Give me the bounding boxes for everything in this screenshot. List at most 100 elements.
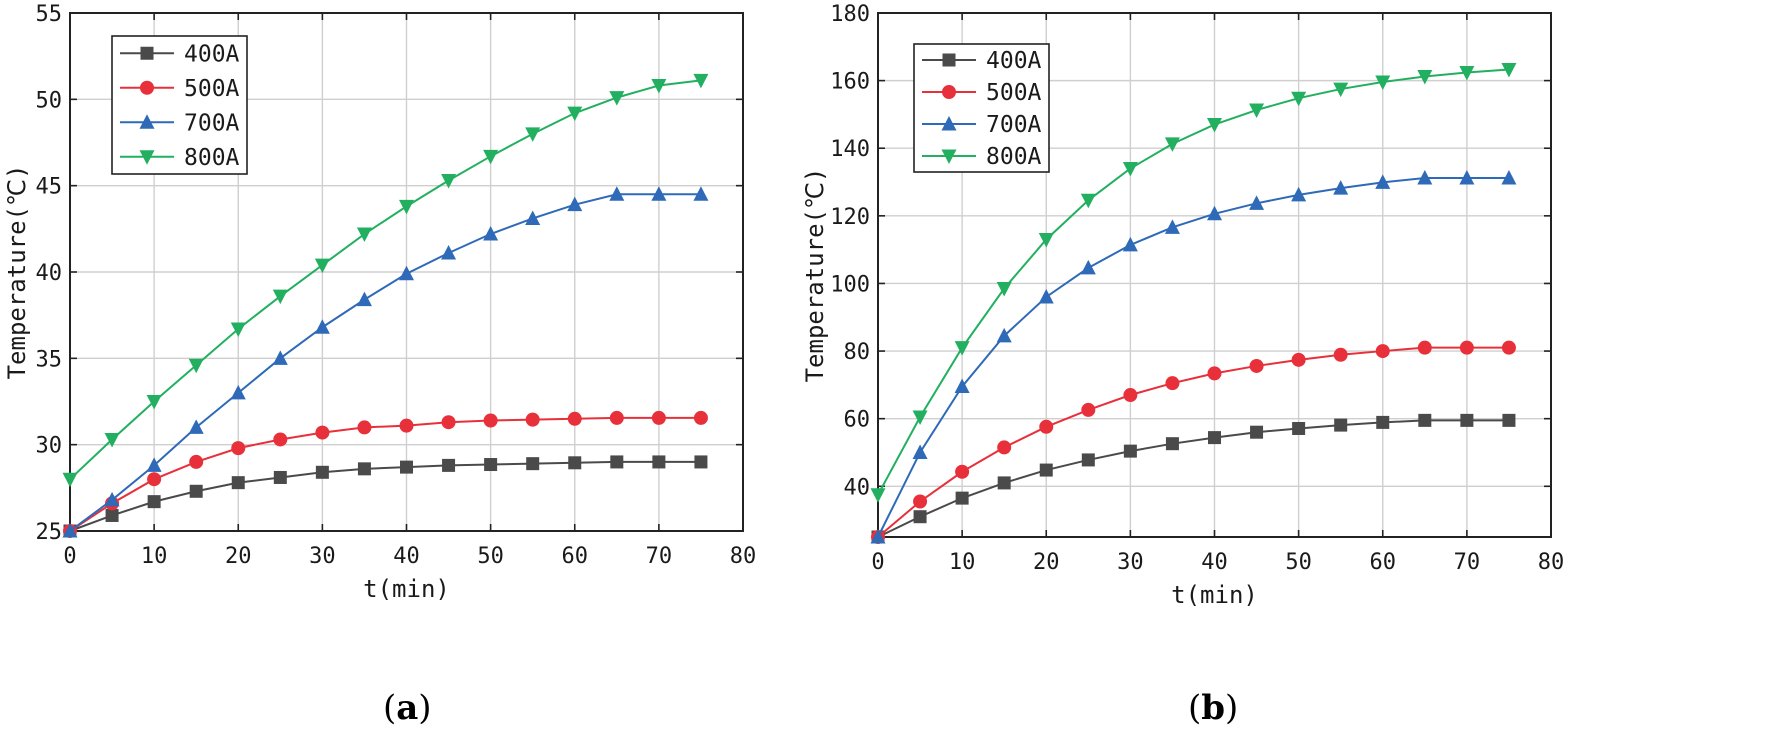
data-point-500a-b [1039, 419, 1054, 434]
data-point-400a-b [1165, 437, 1179, 451]
data-point-700a-b [954, 378, 970, 394]
data-point-500a-b [955, 464, 970, 479]
data-point-800a-b [1164, 137, 1180, 152]
data-point-800a-a [230, 322, 246, 337]
data-point-800a-a [146, 395, 162, 410]
data-point-700a-b [912, 444, 928, 459]
legend-marker-800a-b [941, 149, 957, 164]
data-point-800a-b [1122, 162, 1138, 177]
data-point-800a-a [399, 199, 414, 215]
series-line-400a-b [877, 419, 1509, 538]
series-line-500a-a [69, 416, 701, 532]
data-point-400a-b [1292, 421, 1306, 435]
panel-label-a: (a) [383, 688, 432, 728]
y-tick-label-b: 160 [830, 70, 870, 95]
series-500a-a [63, 410, 708, 538]
legend-label-400a-b: 400A [986, 48, 1042, 74]
data-point-500a-b [1081, 402, 1096, 417]
data-point-500a-b [1165, 376, 1180, 391]
series-line-400a-a [69, 460, 701, 532]
series-800a-b [870, 62, 1517, 503]
data-point-400a-a [610, 455, 624, 469]
data-point-800a-a [609, 91, 625, 106]
data-point-800a-a [104, 432, 120, 448]
data-point-500a-a [525, 412, 540, 427]
data-point-400a-a [189, 484, 203, 498]
data-point-700a-a [230, 384, 246, 400]
data-point-700a-b [1459, 169, 1475, 185]
legend-marker-500a-a [140, 80, 154, 95]
legend-marker-400a-a [140, 46, 154, 60]
chart-a: 0 10 20 30 40 50 60 70 80 25 30 35 40 45 50 55 t(min) Tem… [3, 2, 756, 603]
x-tick-label-b: 50 [1285, 550, 1312, 575]
series-800a-a [62, 73, 709, 488]
legend-marker-500a-b [942, 85, 956, 99]
data-point-800a-a [651, 79, 667, 94]
y-tick-label-a: 25 [36, 520, 63, 545]
data-point-700a-a [356, 291, 372, 307]
data-point-700a-b [1291, 186, 1307, 202]
y-tick-label-b: 80 [844, 340, 871, 365]
data-point-800a-b [1333, 82, 1349, 98]
data-point-500a-a [147, 472, 162, 487]
data-point-700a-b [1333, 180, 1349, 195]
legend-label-700a-b: 700A [986, 112, 1042, 138]
x-axis-title-b: t(min) [1171, 581, 1258, 609]
legend-box-b [913, 43, 1050, 173]
chart-b: 0 10 20 30 40 50 60 70 80 40 60 80 100 120 140 160 180 t(… [801, 2, 1564, 609]
data-point-800a-b [1501, 62, 1517, 78]
data-point-400a-b [1039, 463, 1053, 477]
data-point-400a-a [315, 465, 329, 479]
data-point-500a-b [997, 440, 1012, 455]
data-point-700a-a [188, 419, 204, 434]
data-point-700a-a [567, 196, 583, 212]
legend-box-a [111, 35, 248, 175]
series-400a-a [63, 455, 708, 538]
legend-label-800a-a: 800A [184, 145, 240, 171]
y-tick-label-a: 45 [36, 175, 63, 200]
data-point-500a-b [1123, 388, 1138, 403]
data-point-700a-a [314, 319, 330, 334]
y-tick-label-b: 100 [830, 272, 870, 297]
legend-b: 400A 500A 700A 800A [913, 43, 1050, 173]
data-point-400a-a [105, 508, 119, 522]
x-tick-label-b: 0 [871, 550, 884, 575]
y-tick-label-a: 50 [36, 88, 63, 113]
series-500a-b [871, 340, 1516, 544]
x-tick-label-b: 80 [1538, 550, 1565, 575]
series-line-700a-b [877, 176, 1509, 538]
x-tick-label-b: 10 [949, 550, 976, 575]
data-point-800a-b [1459, 65, 1475, 81]
legend-marker-800a-a [139, 150, 155, 165]
x-tick-label-b: 20 [1033, 550, 1060, 575]
data-point-400a-b [1081, 453, 1095, 467]
data-point-500a-a [231, 441, 246, 456]
data-point-400a-b [1334, 418, 1348, 432]
data-point-700a-a [399, 265, 414, 281]
data-point-400a-b [1460, 413, 1474, 427]
y-tick-label-a: 40 [36, 261, 63, 286]
legend-label-500a-a: 500A [184, 76, 240, 102]
data-point-800a-a [567, 106, 583, 122]
data-point-500a-a [483, 413, 498, 428]
data-point-400a-b [1123, 444, 1137, 458]
data-point-700a-b [1122, 236, 1138, 252]
data-point-400a-b [1376, 415, 1390, 429]
data-point-400a-a [231, 476, 245, 490]
x-axis-title-a: t(min) [363, 575, 450, 603]
x-tick-label-a: 20 [225, 544, 252, 569]
data-point-500a-a [567, 411, 582, 426]
panel-label-b: (b) [1188, 688, 1239, 728]
data-point-800a-a [188, 358, 204, 374]
data-point-400a-a [526, 457, 540, 471]
data-point-800a-a [525, 127, 541, 142]
x-tick-label-a: 40 [393, 544, 420, 569]
series-line-800a-a [69, 79, 702, 480]
data-point-400a-a [568, 456, 582, 470]
data-point-500a-b [1375, 344, 1390, 359]
data-point-500a-b [1249, 358, 1264, 373]
data-point-800a-b [954, 341, 970, 356]
data-point-500a-b [1501, 340, 1516, 355]
x-tick-label-b: 70 [1454, 550, 1481, 575]
data-point-800a-a [693, 73, 709, 89]
